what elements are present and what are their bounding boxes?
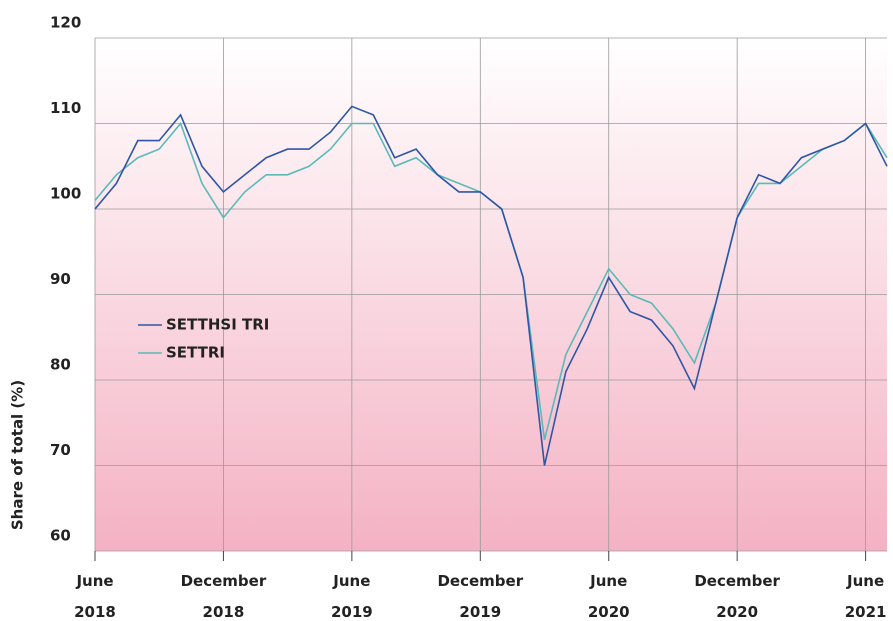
x-tick-label: June 2019	[331, 572, 373, 621]
legend-label: SETTRI	[166, 344, 225, 362]
series-line	[94, 105, 888, 466]
y-tick-label: 90	[50, 270, 71, 288]
y-tick-label: 70	[50, 441, 71, 459]
x-tick-label: December 2019	[437, 572, 523, 621]
y-tick-label: 80	[50, 356, 71, 374]
x-tick-label: December 2018	[181, 572, 267, 621]
y-axis-label: Share of total (%)	[9, 380, 27, 530]
x-tick-label: June 2020	[588, 572, 630, 621]
x-tick-label: June 2018	[74, 572, 116, 621]
y-tick-label: 120	[50, 14, 81, 32]
legend-label: SETTHSI TRI	[166, 316, 269, 334]
x-tick-label: June 2021	[845, 572, 887, 621]
x-tick-label: December 2020	[694, 572, 780, 621]
y-tick-label: 100	[50, 185, 81, 203]
y-tick-label: 60	[50, 527, 71, 545]
y-tick-label: 110	[50, 99, 81, 117]
